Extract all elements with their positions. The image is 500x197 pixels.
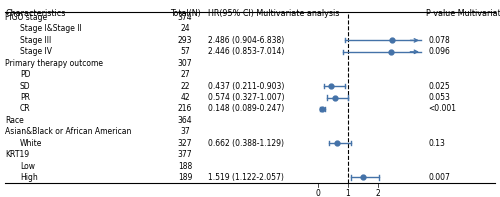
Text: 0.13: 0.13	[428, 139, 446, 148]
Text: 22: 22	[180, 82, 190, 91]
Text: 1.519 (1.122-2.057): 1.519 (1.122-2.057)	[208, 173, 284, 182]
Text: Primary therapy outcome: Primary therapy outcome	[5, 59, 103, 68]
Text: 0.053: 0.053	[428, 93, 450, 102]
Text: <0.001: <0.001	[428, 104, 456, 113]
Text: HR(95% CI) Multivariate analysis: HR(95% CI) Multivariate analysis	[208, 9, 339, 18]
Text: 364: 364	[178, 116, 192, 125]
Text: PD: PD	[20, 70, 30, 79]
Text: Stage IV: Stage IV	[20, 47, 52, 56]
Text: 0.662 (0.388-1.129): 0.662 (0.388-1.129)	[208, 139, 284, 148]
Text: 27: 27	[180, 70, 190, 79]
Text: 42: 42	[180, 93, 190, 102]
Text: Race: Race	[5, 116, 24, 125]
Text: Stage I&Stage II: Stage I&Stage II	[20, 24, 82, 33]
Text: 0.025: 0.025	[428, 82, 450, 91]
Text: 57: 57	[180, 47, 190, 56]
Text: White: White	[20, 139, 42, 148]
Text: CR: CR	[20, 104, 30, 113]
Text: 1: 1	[345, 189, 350, 197]
Text: 37: 37	[180, 127, 190, 136]
Text: High: High	[20, 173, 38, 182]
Text: 377: 377	[178, 150, 192, 159]
Text: 2: 2	[375, 189, 380, 197]
Text: 24: 24	[180, 24, 190, 33]
Text: Low: Low	[20, 162, 35, 171]
Text: Asian&Black or African American: Asian&Black or African American	[5, 127, 132, 136]
Text: 327: 327	[178, 139, 192, 148]
Text: 293: 293	[178, 36, 192, 45]
Text: P value Multivariate analysis: P value Multivariate analysis	[426, 9, 500, 18]
Text: PR: PR	[20, 93, 30, 102]
Text: 189: 189	[178, 173, 192, 182]
Text: Characteristics: Characteristics	[5, 9, 66, 18]
Text: Total(N): Total(N)	[170, 9, 200, 18]
Text: 216: 216	[178, 104, 192, 113]
Text: 0.574 (0.327-1.007): 0.574 (0.327-1.007)	[208, 93, 284, 102]
Text: 2.486 (0.904-6.838): 2.486 (0.904-6.838)	[208, 36, 284, 45]
Text: SD: SD	[20, 82, 30, 91]
Text: 307: 307	[178, 59, 192, 68]
Text: 2.446 (0.853-7.014): 2.446 (0.853-7.014)	[208, 47, 284, 56]
Text: 0.437 (0.211-0.903): 0.437 (0.211-0.903)	[208, 82, 284, 91]
Text: 0: 0	[315, 189, 320, 197]
Text: FIGO stage: FIGO stage	[5, 13, 47, 22]
Text: 0.078: 0.078	[428, 36, 450, 45]
Text: KRT19: KRT19	[5, 150, 29, 159]
Text: 188: 188	[178, 162, 192, 171]
Text: 374: 374	[178, 13, 192, 22]
Text: 0.007: 0.007	[428, 173, 450, 182]
Text: Stage III: Stage III	[20, 36, 52, 45]
Text: 0.096: 0.096	[428, 47, 450, 56]
Text: 0.148 (0.089-0.247): 0.148 (0.089-0.247)	[208, 104, 284, 113]
